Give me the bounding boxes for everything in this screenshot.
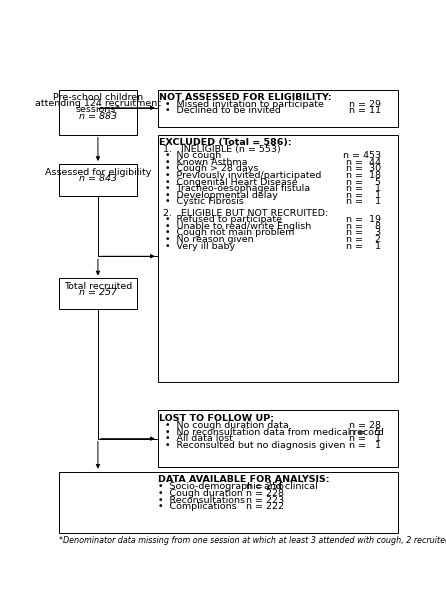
Text: LOST TO FOLLOW UP:: LOST TO FOLLOW UP:	[160, 414, 274, 423]
Bar	[59, 278, 137, 309]
Text: sessions*: sessions*	[75, 105, 120, 114]
Text: n = 29: n = 29	[349, 100, 381, 109]
Text: •  Socio-demographic and clinical: • Socio-demographic and clinical	[158, 482, 318, 491]
Text: •  No cough: • No cough	[165, 151, 221, 160]
Text: n = 223: n = 223	[246, 496, 284, 505]
Text: •  Cough duration: • Cough duration	[158, 489, 243, 498]
Text: •  Unable to read/write English: • Unable to read/write English	[165, 222, 311, 231]
Text: •  Cough not main problem: • Cough not main problem	[165, 228, 294, 237]
Text: •  Congenital Heart Disease: • Congenital Heart Disease	[165, 177, 297, 187]
Text: •  Reconsultations: • Reconsultations	[158, 496, 245, 505]
Text: DATA AVAILABLE FOR ANALYSIS:: DATA AVAILABLE FOR ANALYSIS:	[158, 475, 329, 484]
Text: EXCLUDED (Total = 586):: EXCLUDED (Total = 586):	[160, 138, 292, 147]
Bar	[158, 135, 398, 382]
Text: n =    1: n = 1	[346, 198, 381, 206]
Text: •  Tracheo-oesophageal fistula: • Tracheo-oesophageal fistula	[165, 184, 310, 193]
Text: n =   5: n = 5	[349, 428, 381, 437]
Text: Assessed for eligibility: Assessed for eligibility	[45, 168, 151, 177]
Text: n =    3: n = 3	[346, 228, 381, 237]
Text: n =    5: n = 5	[346, 177, 381, 187]
Bar	[158, 411, 398, 467]
Text: n = 843: n = 843	[79, 174, 117, 183]
Text: n = 228: n = 228	[246, 489, 284, 498]
Text: n =   1: n = 1	[349, 441, 381, 450]
Text: n = 28: n = 28	[349, 421, 381, 430]
Text: n =    1: n = 1	[346, 191, 381, 200]
Text: •  Declined to be invited: • Declined to be invited	[165, 106, 281, 116]
Text: n =  44: n = 44	[346, 158, 381, 167]
Text: •  No reconsultation data from medical record: • No reconsultation data from medical re…	[165, 428, 384, 437]
Text: •  All data lost: • All data lost	[165, 435, 232, 444]
Text: n = 453: n = 453	[343, 151, 381, 160]
Text: n =    8: n = 8	[346, 222, 381, 231]
Text: n =  30: n = 30	[346, 165, 381, 173]
Text: n =  19: n = 19	[346, 215, 381, 224]
Text: n = 883: n = 883	[79, 111, 117, 121]
Text: NOT ASSESSED FOR ELIGIBILITY:: NOT ASSESSED FOR ELIGIBILITY:	[160, 93, 332, 102]
Text: 1.   INELIGIBLE (n = 553): 1. INELIGIBLE (n = 553)	[163, 144, 281, 154]
Bar	[158, 90, 398, 127]
Text: •  Refused to participate: • Refused to participate	[165, 215, 281, 224]
Text: •  Cough > 28 days: • Cough > 28 days	[165, 165, 258, 173]
Bar	[59, 90, 137, 135]
Text: n =  18: n = 18	[346, 171, 381, 180]
Text: •  Known Asthma: • Known Asthma	[165, 158, 247, 167]
Text: *Denominator data missing from one session at which at least 3 attended with cou: *Denominator data missing from one sessi…	[59, 536, 446, 545]
Text: n = 222: n = 222	[246, 502, 284, 511]
Text: •  Previously invited/participated: • Previously invited/participated	[165, 171, 321, 180]
Text: •  Missed invitation to participate: • Missed invitation to participate	[165, 100, 323, 109]
Text: 2.   ELIGIBLE BUT NOT RECRUITED:: 2. ELIGIBLE BUT NOT RECRUITED:	[163, 209, 328, 218]
Text: n = 256: n = 256	[246, 482, 284, 491]
Text: •  Very ill baby: • Very ill baby	[165, 242, 235, 251]
Bar	[59, 164, 137, 196]
Text: n =   1: n = 1	[349, 435, 381, 444]
Text: •  Developmental delay: • Developmental delay	[165, 191, 277, 200]
Text: •  No reason given: • No reason given	[165, 235, 253, 244]
Text: Total recruited: Total recruited	[64, 282, 132, 291]
Text: •  Reconsulted but no diagnosis given: • Reconsulted but no diagnosis given	[165, 441, 345, 450]
Text: •  Cystic Fibrosis: • Cystic Fibrosis	[165, 198, 244, 206]
Text: n = 257: n = 257	[79, 288, 117, 297]
Text: n =    1: n = 1	[346, 184, 381, 193]
Text: •  Complications: • Complications	[158, 502, 236, 511]
Bar	[59, 472, 398, 533]
Text: n = 11: n = 11	[349, 106, 381, 116]
Text: Pre-school children: Pre-school children	[53, 93, 143, 102]
Text: n =    1: n = 1	[346, 242, 381, 251]
Text: n =    2: n = 2	[346, 235, 381, 244]
Text: •  No cough duration data: • No cough duration data	[165, 421, 289, 430]
Text: attending 124 recruitment: attending 124 recruitment	[35, 99, 161, 108]
